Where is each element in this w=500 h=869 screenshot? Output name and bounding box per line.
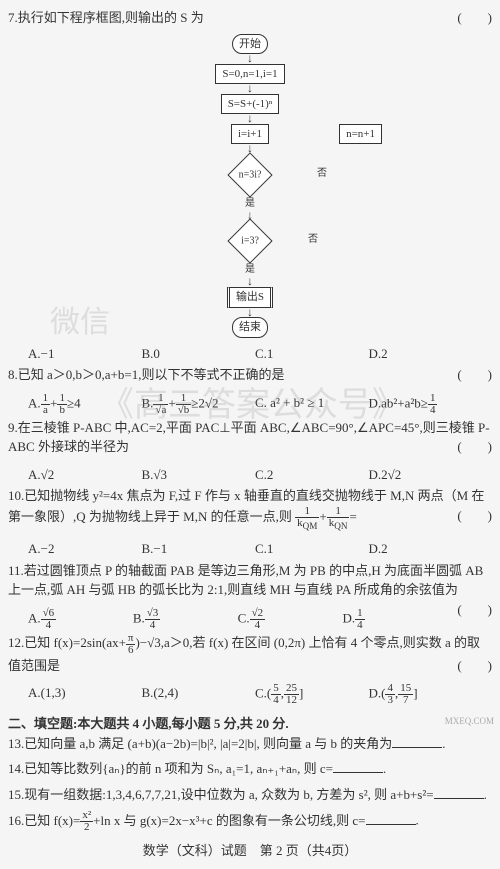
option-b: B.0	[142, 344, 256, 364]
question-11: 11.若过圆锥顶点 P 的轴截面 PAB 是等边三角形,M 为 PB 的中点,H…	[8, 561, 492, 600]
q8-text: 8.已知 a＞0,b＞0,a+b=1,则以下不等式不正确的是	[8, 367, 284, 382]
fc-output: 输出S	[227, 287, 273, 308]
arrow-down-icon: ↓	[8, 84, 492, 94]
option-b: B.√34	[133, 608, 238, 631]
option-d: D.14	[342, 608, 447, 631]
q8-options: A.1a+1b≥4 B.1√a+1√b≥2√2 C. a² + b² ≥ 1 D…	[8, 391, 492, 418]
q10-text: 10.已知抛物线 y²=4x 焦点为 F,过 F 作与 x 轴垂直的直线交抛物线…	[8, 488, 484, 524]
fc-cond1: n=3i?	[229, 154, 271, 196]
fc-cond2: i=3?	[229, 220, 271, 262]
option-a: A.−2	[28, 539, 142, 559]
arrow-down-icon: ↓	[8, 308, 492, 318]
fc-step1: S=S+(-1)ⁿ	[221, 94, 280, 115]
question-16: 16.已知 f(x)=x²2+ln x 与 g(x)=2x−x³+c 的图象有一…	[8, 810, 492, 833]
option-a: A.1a+1b≥4	[28, 393, 142, 416]
option-d: D.2	[369, 344, 483, 364]
question-14: 14.已知等比数列{aₙ}的前 n 项和为 Sₙ, a₁=1, aₙ₊₁+aₙ,…	[8, 759, 492, 779]
q12-paren: ( )	[457, 656, 492, 676]
fc-start: 开始	[232, 34, 268, 55]
flowchart: 开始 ↓ S=0,n=1,i=1 ↓ S=S+(-1)ⁿ ↓ i=i+1 n=n…	[8, 34, 492, 338]
q7-paren: ( )	[457, 8, 492, 28]
option-d: D.ab²+a²b≥14	[369, 393, 483, 416]
q7-options: A.−1 B.0 C.1 D.2	[8, 342, 492, 366]
option-a: A.√64	[28, 608, 133, 631]
option-b: B.√3	[142, 465, 256, 485]
section-2-heading: 二、填空题:本大题共 4 小题,每小题 5 分,共 20 分.	[8, 714, 492, 734]
arrow-down-icon: ↓	[8, 277, 492, 287]
q12-text: 12.已知 f(x)=2sin(ax+π6)−√3,a＞0,若 f(x) 在区间…	[8, 635, 480, 673]
blank	[392, 747, 442, 748]
q11-options: A.√64 B.√34 C.√24 D.14	[8, 606, 457, 633]
corner-watermark: MXEQ.COM	[445, 715, 494, 729]
fc-no-label2: 否	[308, 232, 318, 247]
option-d: D.(43,157]	[369, 683, 483, 706]
option-c: C.2	[255, 465, 369, 485]
q11-text: 11.若过圆锥顶点 P 的轴截面 PAB 是等边三角形,M 为 PB 的中点,H…	[8, 563, 483, 598]
page-footer: 数学（文科）试题 第 2 页（共4页）	[8, 841, 492, 861]
option-a: A.(1,3)	[28, 683, 142, 706]
fc-step3: n=n+1	[339, 124, 382, 145]
fc-end: 结束	[232, 317, 268, 338]
question-9: 9.在三棱锥 P-ABC 中,AC=2,平面 PAC⊥平面 ABC,∠ABC=9…	[8, 418, 492, 457]
option-c: C.1	[255, 344, 369, 364]
option-b: B.(2,4)	[142, 683, 256, 706]
q9-paren: ( )	[457, 437, 492, 457]
q7-text: 7.执行如下程序框图,则输出的 S 为	[8, 10, 204, 25]
fc-yes-label: 是	[245, 196, 255, 211]
question-13: 13.已知向量 a,b 满足 (a+b)(a−2b)=|b|², |a|=2|b…	[8, 734, 492, 754]
q13-text: 13.已知向量 a,b 满足 (a+b)(a−2b)=|b|², |a|=2|b…	[8, 736, 392, 751]
option-b: B.1√a+1√b≥2√2	[142, 393, 256, 416]
blank	[333, 772, 383, 773]
option-a: A.√2	[28, 465, 142, 485]
fc-no-label: 否	[317, 166, 327, 181]
question-8: 8.已知 a＞0,b＞0,a+b=1,则以下不等式不正确的是 ( )	[8, 365, 492, 385]
fc-init: S=0,n=1,i=1	[215, 64, 284, 85]
q10-paren: ( )	[457, 506, 492, 526]
option-b: B.−1	[142, 539, 256, 559]
q9-options: A.√2 B.√3 C.2 D.2√2	[8, 463, 492, 487]
option-c: C.(54,2512]	[255, 683, 369, 706]
q12-options: A.(1,3) B.(2,4) C.(54,2512] D.(43,157]	[8, 681, 492, 708]
fc-yes-label2: 是	[245, 262, 255, 277]
blank	[434, 798, 484, 799]
option-c: C.√24	[238, 608, 343, 631]
question-15: 15.现有一组数据:1,3,4,6,7,7,21,设中位数为 a, 众数为 b,…	[8, 785, 492, 805]
fc-step2: i=i+1	[231, 124, 269, 145]
arrow-down-icon: ↓	[8, 54, 492, 64]
q16-text: 16.已知 f(x)=x²2+ln x 与 g(x)=2x−x³+c 的图象有一…	[8, 813, 366, 828]
q15-text: 15.现有一组数据:1,3,4,6,7,7,21,设中位数为 a, 众数为 b,…	[8, 787, 434, 802]
q14-text: 14.已知等比数列{aₙ}的前 n 项和为 Sₙ, a₁=1, aₙ₊₁+aₙ,…	[8, 761, 333, 776]
q10-options: A.−2 B.−1 C.1 D.2	[8, 537, 492, 561]
option-d: D.2√2	[369, 465, 483, 485]
question-7: 7.执行如下程序框图,则输出的 S 为 ( )	[8, 8, 492, 28]
q9-text: 9.在三棱锥 P-ABC 中,AC=2,平面 PAC⊥平面 ABC,∠ABC=9…	[8, 420, 490, 455]
q11-paren: ( )	[457, 600, 492, 620]
option-c: C. a² + b² ≥ 1	[255, 393, 369, 416]
option-a: A.−1	[28, 344, 142, 364]
arrow-down-icon: ↓	[8, 114, 492, 124]
blank	[366, 824, 416, 825]
q8-paren: ( )	[457, 365, 492, 385]
option-d: D.2	[369, 539, 483, 559]
option-c: C.1	[255, 539, 369, 559]
question-10: 10.已知抛物线 y²=4x 焦点为 F,过 F 作与 x 轴垂直的直线交抛物线…	[8, 486, 492, 531]
question-12: 12.已知 f(x)=2sin(ax+π6)−√3,a＞0,若 f(x) 在区间…	[8, 633, 492, 676]
